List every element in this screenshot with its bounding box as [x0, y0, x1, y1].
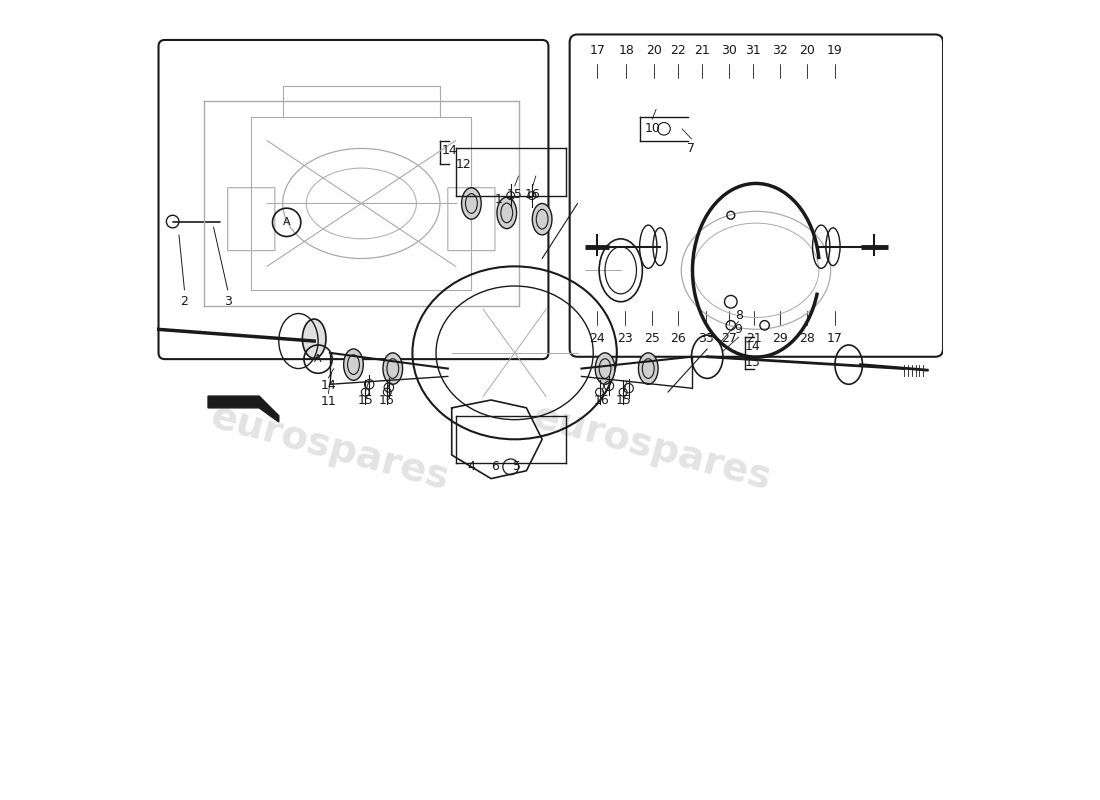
- Text: 23: 23: [617, 332, 632, 345]
- Ellipse shape: [638, 353, 658, 384]
- Text: 8: 8: [735, 309, 743, 322]
- Text: 16: 16: [378, 394, 395, 406]
- Polygon shape: [452, 400, 542, 478]
- Text: eurospares: eurospares: [529, 397, 776, 498]
- Text: 17: 17: [590, 44, 605, 57]
- Text: 27: 27: [722, 332, 737, 345]
- Ellipse shape: [595, 353, 615, 384]
- Ellipse shape: [532, 203, 552, 235]
- Text: 20: 20: [646, 44, 662, 57]
- Text: 24: 24: [590, 332, 605, 345]
- Text: 32: 32: [772, 44, 789, 57]
- Text: 21: 21: [694, 44, 710, 57]
- Text: 17: 17: [826, 332, 843, 345]
- Text: 26: 26: [670, 332, 686, 345]
- Text: 14: 14: [320, 379, 337, 392]
- Text: eurospares: eurospares: [207, 397, 453, 498]
- Text: 10: 10: [645, 122, 660, 135]
- Text: 19: 19: [827, 44, 843, 57]
- Text: 29: 29: [772, 332, 789, 345]
- Text: 20: 20: [799, 44, 815, 57]
- Text: 25: 25: [645, 332, 660, 345]
- Text: 6: 6: [491, 460, 499, 474]
- Ellipse shape: [497, 197, 517, 229]
- Text: 5: 5: [513, 460, 521, 474]
- FancyBboxPatch shape: [158, 40, 549, 359]
- Text: 15: 15: [507, 187, 522, 201]
- Text: 21: 21: [747, 332, 762, 345]
- Text: 3: 3: [223, 295, 232, 308]
- Text: 2: 2: [180, 295, 188, 308]
- Text: 12: 12: [455, 158, 472, 170]
- Text: 31: 31: [745, 44, 761, 57]
- Ellipse shape: [302, 319, 326, 358]
- Text: 11: 11: [320, 395, 337, 408]
- Ellipse shape: [343, 349, 363, 380]
- Text: 7: 7: [688, 142, 695, 155]
- Text: 4: 4: [468, 460, 475, 474]
- Text: 9: 9: [735, 322, 743, 336]
- Polygon shape: [208, 396, 278, 422]
- Text: 1: 1: [495, 193, 503, 206]
- Text: 33: 33: [697, 332, 714, 345]
- Text: A: A: [315, 354, 322, 364]
- Text: 15: 15: [358, 394, 373, 406]
- Text: A: A: [283, 218, 290, 227]
- Text: 22: 22: [670, 44, 686, 57]
- Text: 14: 14: [441, 143, 458, 157]
- Text: 18: 18: [618, 44, 635, 57]
- Text: 15: 15: [616, 394, 631, 406]
- Text: 30: 30: [722, 44, 737, 57]
- Ellipse shape: [462, 188, 481, 219]
- Text: 28: 28: [799, 332, 815, 345]
- Text: 14: 14: [745, 340, 761, 353]
- Text: 16: 16: [594, 394, 609, 406]
- Ellipse shape: [383, 353, 403, 384]
- FancyBboxPatch shape: [570, 34, 943, 357]
- Text: 16: 16: [525, 187, 540, 201]
- Text: 13: 13: [745, 356, 761, 369]
